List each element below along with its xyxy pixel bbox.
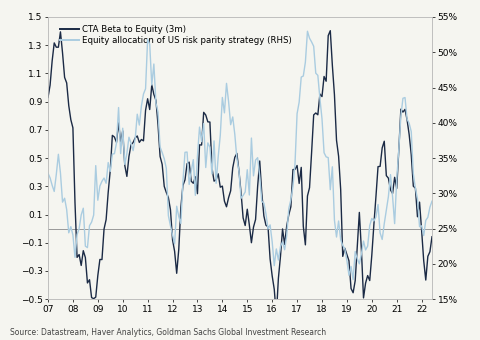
Legend: CTA Beta to Equity (3m), Equity allocation of US risk parity strategy (RHS): CTA Beta to Equity (3m), Equity allocati… <box>56 21 295 48</box>
Text: Source: Datastream, Haver Analytics, Goldman Sachs Global Investment Research: Source: Datastream, Haver Analytics, Gol… <box>10 328 326 337</box>
